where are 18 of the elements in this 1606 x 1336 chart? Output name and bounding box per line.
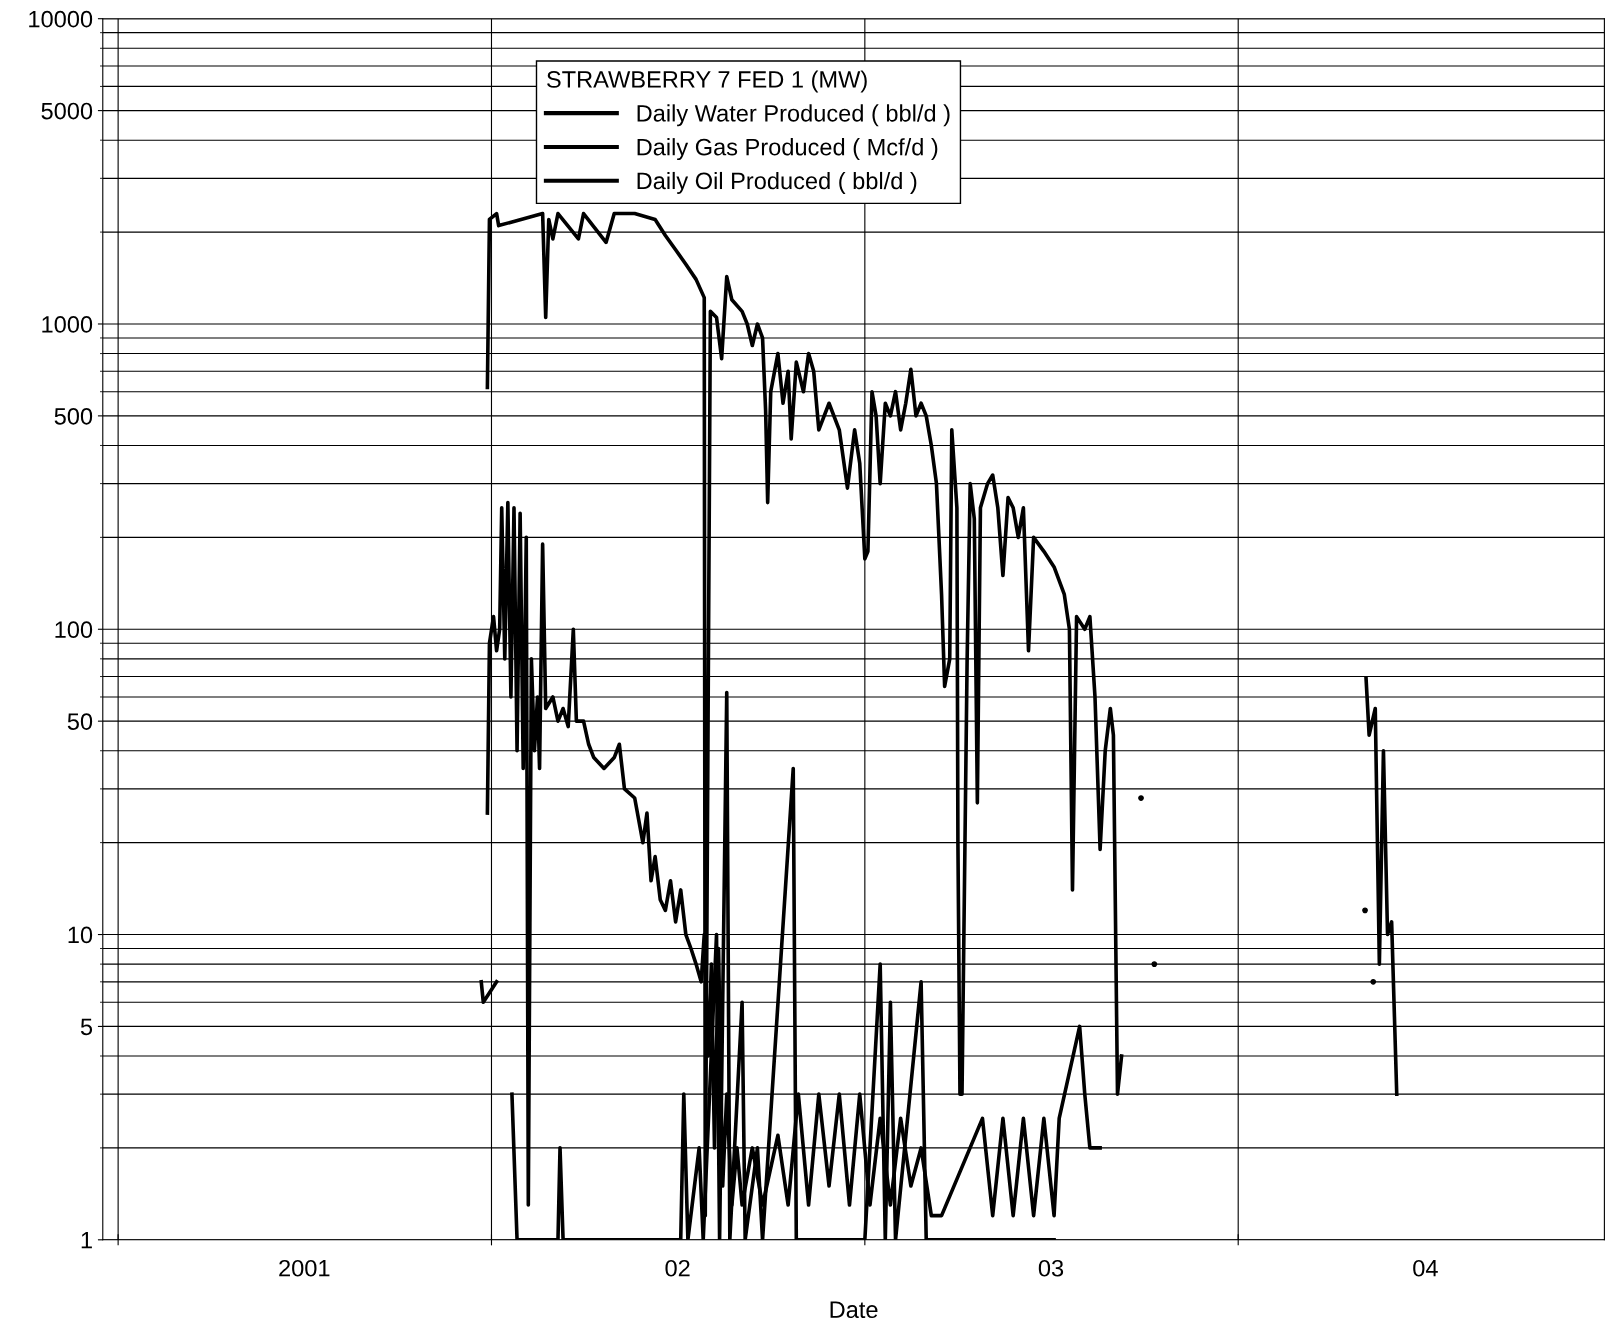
y-tick-label: 500	[54, 407, 93, 425]
legend-label: Daily Gas Produced ( Mcf/d )	[637, 138, 938, 161]
x-tick-label: 03	[1038, 1259, 1064, 1277]
legend-title: STRAWBERRY 7 FED 1 (MW)	[547, 70, 867, 93]
y-tick-label: 1	[81, 1232, 92, 1249]
x-tick-label: 02	[665, 1259, 690, 1277]
y-tick-label: 100	[55, 621, 93, 639]
x-axis-title: Date	[830, 1301, 878, 1319]
y-tick-label: 5000	[41, 102, 93, 120]
x-tick-label: 04	[1413, 1259, 1438, 1277]
y-tick-label: 50	[67, 713, 93, 730]
y-tick-label: 10	[68, 926, 93, 944]
y-tick-label: 1000	[42, 316, 93, 333]
y-tick-label: 5	[80, 1018, 93, 1036]
legend-label: Daily Water Produced ( bbl/d )	[637, 104, 950, 127]
x-tick-label: 2001	[279, 1259, 330, 1277]
legend-label: Daily Oil Produced ( bbl/d )	[637, 171, 917, 194]
y-tick-label: 10000	[29, 10, 93, 28]
